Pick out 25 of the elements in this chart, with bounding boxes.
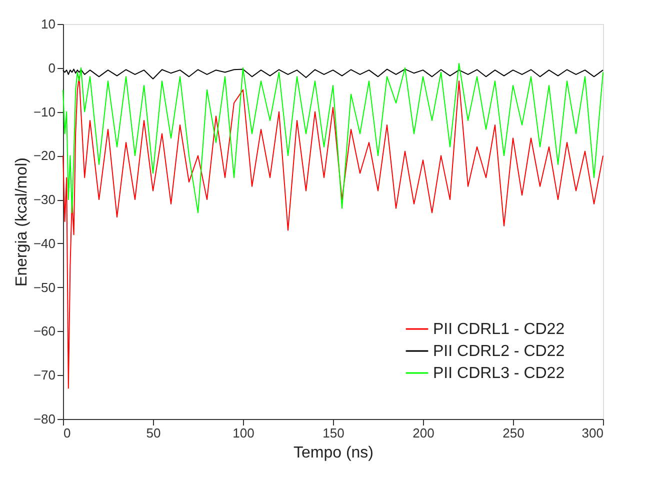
- y-tick-label: 0: [48, 60, 56, 76]
- x-tick-label: 100: [232, 426, 254, 440]
- x-tick-label: 300: [582, 426, 604, 440]
- y-tick-label: −40: [33, 236, 56, 251]
- legend-label: PII CDRL2 - CD22: [433, 343, 565, 360]
- x-tick-label: 250: [502, 426, 524, 440]
- y-tick-label: −60: [33, 324, 56, 339]
- y-tick-label: 10: [41, 16, 56, 32]
- y-tick-label: −20: [33, 148, 56, 164]
- legend-label: PII CDRL1 - CD22: [433, 321, 565, 338]
- x-axis-title: Tempo (ns): [293, 444, 374, 462]
- x-tick-label: 150: [322, 426, 344, 440]
- line-series: [62, 63, 604, 214]
- legend-label: PII CDRL3 - CD22: [433, 365, 565, 382]
- x-tick-label: 200: [412, 426, 434, 440]
- x-tick-label: 50: [146, 426, 161, 440]
- line-series: [62, 76, 604, 389]
- y-axis-title: Energia (kcal/mol): [13, 158, 30, 286]
- y-tick-label: −50: [33, 280, 56, 295]
- line-series: [62, 68, 604, 80]
- y-tick-label: −30: [33, 192, 56, 208]
- y-tick-label: −70: [33, 368, 56, 383]
- y-tick-label: −10: [33, 104, 56, 120]
- y-tick-label: −80: [33, 412, 56, 426]
- x-tick-label: 0: [64, 426, 71, 440]
